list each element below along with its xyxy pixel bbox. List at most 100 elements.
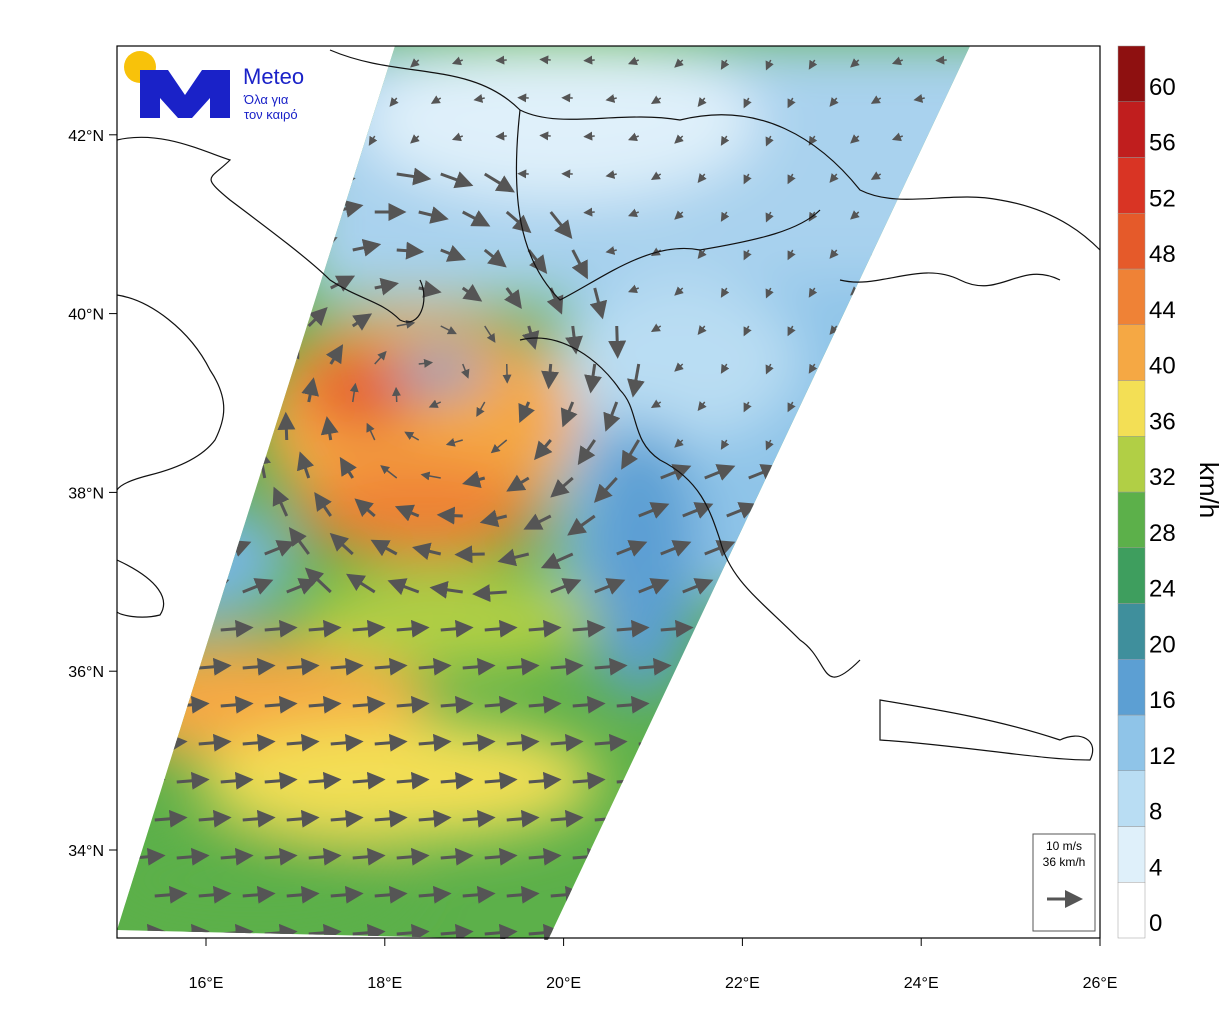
wind-arrow bbox=[605, 94, 617, 103]
wind-arrow bbox=[697, 325, 707, 336]
wind-arrow bbox=[924, 464, 956, 481]
wind-arrow bbox=[674, 210, 684, 220]
wind-arrow bbox=[440, 325, 457, 335]
wind-arrow bbox=[704, 540, 736, 557]
wind-arrow bbox=[697, 249, 707, 260]
wind-arrow bbox=[420, 471, 441, 481]
wind-arrow bbox=[946, 578, 970, 595]
wind-arrow bbox=[234, 134, 244, 144]
colorbar-box bbox=[1117, 213, 1146, 270]
logo-tagline: τον καιρό bbox=[244, 107, 298, 122]
colorbar-box bbox=[1117, 491, 1146, 548]
wind-arrow bbox=[627, 56, 640, 66]
wind-arrow bbox=[394, 504, 420, 522]
wind-arrow bbox=[462, 470, 486, 489]
wind-arrow bbox=[410, 134, 420, 144]
wind-arrow bbox=[981, 287, 991, 288]
wind-arrow bbox=[176, 464, 208, 481]
wind-arrow bbox=[891, 56, 903, 66]
colorbar-label: 40 bbox=[1149, 353, 1176, 380]
wind-arrow bbox=[584, 363, 602, 394]
wind-arrow bbox=[473, 94, 485, 103]
wind-arrow bbox=[541, 363, 560, 390]
wind-arrow bbox=[682, 657, 716, 676]
lon-label: 26°E bbox=[1083, 975, 1118, 992]
wind-arrow bbox=[660, 695, 694, 714]
wind-arrow bbox=[572, 695, 606, 714]
wind-arrow bbox=[301, 377, 320, 403]
wind-arrow bbox=[650, 323, 662, 333]
wind-arrow bbox=[850, 134, 860, 144]
wind-arrow bbox=[154, 657, 188, 676]
wind-arrow bbox=[850, 58, 860, 68]
wind-arrow bbox=[704, 771, 738, 790]
wind-arrow bbox=[472, 584, 507, 603]
wind-arrow bbox=[198, 733, 232, 752]
wind-arrow bbox=[418, 733, 452, 752]
colorbar-box bbox=[1117, 603, 1146, 660]
wind-arrow bbox=[490, 439, 508, 454]
wind-arrow bbox=[682, 578, 714, 595]
wind-arrow bbox=[374, 809, 408, 828]
wind-arrow bbox=[808, 287, 818, 298]
lat-label: 36°N bbox=[68, 664, 104, 681]
wind-arrow bbox=[594, 733, 628, 752]
wind-arrow bbox=[234, 58, 244, 68]
logo-tagline: Όλα για bbox=[243, 92, 289, 107]
wind-arrow bbox=[616, 923, 650, 940]
colorbar-box bbox=[1117, 380, 1146, 437]
wind-arrow bbox=[523, 513, 552, 530]
colorbar-label: 12 bbox=[1149, 743, 1176, 770]
wind-arrow bbox=[704, 695, 738, 714]
wind-arrow bbox=[308, 619, 342, 638]
wind-arrow bbox=[445, 438, 463, 447]
wind-arrow bbox=[792, 923, 826, 940]
wind-arrow bbox=[765, 287, 774, 299]
wind-arrow bbox=[320, 416, 339, 441]
wind-arrow bbox=[242, 809, 276, 828]
wind-arrow bbox=[528, 847, 562, 866]
lon-label: 24°E bbox=[904, 975, 939, 992]
wind-arrow bbox=[787, 173, 796, 185]
wind-arrow bbox=[726, 733, 760, 752]
wind-arrow bbox=[792, 771, 826, 790]
wind-arrow bbox=[935, 283, 947, 293]
colorbar-title: km/h bbox=[1194, 462, 1224, 518]
wind-arrow bbox=[352, 923, 386, 940]
wind-arrow bbox=[462, 210, 491, 227]
colorbar-box bbox=[1117, 826, 1146, 883]
wind-arrow bbox=[454, 545, 485, 564]
wind-arrow bbox=[389, 97, 399, 107]
lon-label: 22°E bbox=[725, 975, 760, 992]
wind-arrow bbox=[891, 436, 903, 446]
wind-arrow bbox=[935, 359, 947, 369]
wind-arrow bbox=[396, 847, 430, 866]
wind-arrow bbox=[726, 502, 758, 519]
wind-arrow bbox=[748, 695, 782, 714]
wind-swath bbox=[117, 46, 970, 938]
wind-arrow bbox=[234, 210, 244, 220]
lon-label: 18°E bbox=[367, 975, 402, 992]
wind-arrow bbox=[187, 56, 200, 66]
wind-arrow bbox=[352, 619, 386, 638]
wind-arrow bbox=[280, 135, 290, 146]
wind-arrow bbox=[858, 502, 890, 519]
colorbar-label: 20 bbox=[1149, 631, 1176, 658]
wind-arrow bbox=[440, 695, 474, 714]
wind-arrow bbox=[924, 771, 958, 790]
wind-arrow bbox=[829, 325, 839, 335]
wind-arrow bbox=[787, 97, 796, 109]
wind-arrow bbox=[143, 435, 155, 445]
wind-arrow bbox=[660, 464, 692, 481]
wind-arrow bbox=[132, 923, 166, 940]
wind-arrow bbox=[550, 476, 574, 498]
wind-arrow bbox=[143, 131, 155, 141]
wind-arrow bbox=[550, 733, 584, 752]
wind-arrow bbox=[765, 363, 774, 375]
wind-arrow bbox=[506, 733, 540, 752]
wind-arrow bbox=[143, 283, 155, 293]
wind-arrow bbox=[991, 581, 1019, 592]
wind-arrow bbox=[396, 319, 416, 329]
wind-arrow bbox=[263, 231, 295, 252]
wind-arrow bbox=[792, 540, 824, 557]
